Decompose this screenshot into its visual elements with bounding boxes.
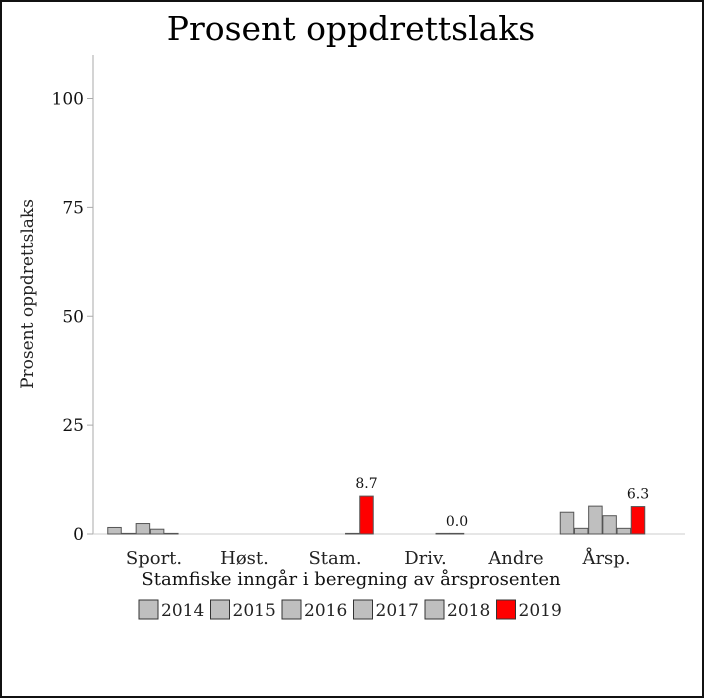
legend-swatch-2018 [424, 599, 445, 620]
legend-swatch-2017 [353, 599, 373, 620]
y-tick-label: 100 [52, 90, 84, 110]
data-label: 8.7 [355, 476, 377, 492]
bar-2019-driv [449, 532, 465, 535]
x-tick-label: Stam. [308, 548, 361, 569]
x-tick-label: Høst. [220, 548, 269, 569]
bar-2015-sport [121, 532, 136, 535]
legend-swatch-2015 [210, 599, 230, 620]
legend: 2014 2015 2016 2017 2018 2019 [138, 599, 562, 621]
bar-2018-årsp [616, 527, 632, 535]
bar-2014-årsp [559, 511, 575, 535]
bar-2015-årsp [573, 527, 589, 535]
bar-2018-stam [345, 532, 360, 535]
bar-2018-sport [164, 532, 179, 535]
y-tick-label: 75 [62, 198, 84, 218]
y-tick-label: 50 [62, 307, 84, 327]
legend-label: 2016 [304, 601, 347, 621]
y-tick-label: 25 [62, 416, 84, 436]
bar-2017-årsp [602, 515, 617, 535]
y-axis-label: Prosent oppdrettslaks [18, 199, 38, 389]
bar-2016-sport [135, 523, 151, 535]
bar-2017-sport [149, 528, 165, 535]
bar-2014-sport [107, 526, 122, 535]
legend-label: 2017 [376, 601, 419, 621]
x-axis-label: Stamfiske inngår i beregning av årsprose… [141, 568, 561, 590]
legend-label: 2014 [161, 601, 204, 621]
legend-label: 2018 [447, 601, 490, 621]
x-tick-label: Sport. [126, 548, 182, 569]
bar-2016-årsp [588, 505, 603, 535]
x-tick-label: Andre [487, 548, 543, 569]
legend-swatch-2019 [496, 599, 516, 620]
data-label: 6.3 [627, 487, 649, 503]
bar-2018-driv [435, 532, 451, 535]
data-label: 0.0 [446, 514, 468, 530]
legend-label: 2015 [233, 601, 276, 621]
legend-swatch-2016 [281, 599, 302, 620]
chart-title: Prosent oppdrettslaks [167, 9, 535, 48]
y-tick-label: 0 [73, 525, 84, 545]
legend-swatch-2014 [138, 599, 159, 620]
bar-2019-årsp [630, 506, 646, 535]
legend-label: 2019 [519, 601, 562, 621]
bar-2019-stam [359, 495, 374, 535]
x-tick-label: Årsp. [581, 547, 630, 569]
x-tick-label: Driv. [404, 548, 447, 569]
